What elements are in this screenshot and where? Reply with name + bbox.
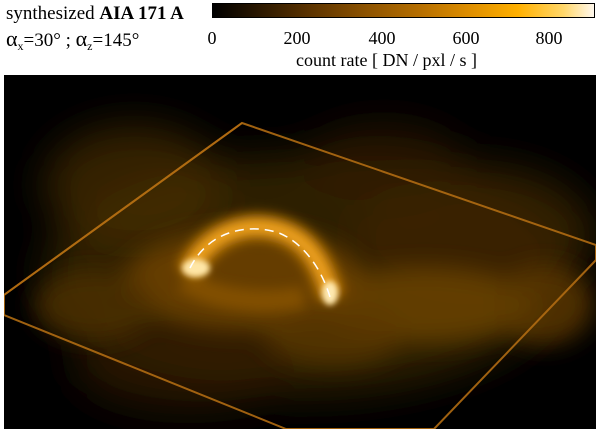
colorbar-tick-0: 0 — [207, 28, 217, 48]
alpha-symbol-z: α — [75, 26, 88, 51]
emission-rendering — [4, 75, 596, 429]
figure-title: synthesized AIA 171 A αx=30° ; αz=145° — [6, 2, 184, 59]
colorbar-tick-200: 200 — [283, 28, 311, 48]
title-prefix: synthesized — [6, 3, 95, 24]
alpha-symbol-x: α — [6, 26, 18, 51]
colorbar-tick-600: 600 — [452, 28, 480, 48]
loop-trace-dashed — [189, 228, 331, 298]
colorbar-tick-400: 400 — [368, 28, 396, 48]
box-edge — [4, 122, 243, 296]
alpha-x-subscript: x — [17, 39, 24, 53]
alpha-z-value: =145° — [92, 30, 140, 51]
colorbar-tick-800: 800 — [535, 28, 563, 48]
title-line-instrument: synthesized AIA 171 A — [6, 2, 184, 26]
alpha-z-subscript: z — [87, 39, 93, 53]
loop-footpoints — [182, 259, 338, 305]
colorbar-legend: 0 200 400 600 800 count rate [ DN / pxl … — [208, 0, 596, 70]
colorbar-gradient — [212, 3, 595, 18]
synthesized-image — [4, 75, 596, 429]
colorbar-label: count rate [ DN / pxl / s ] — [296, 50, 477, 70]
title-instrument: AIA 171 A — [99, 3, 184, 24]
title-line-angles: αx=30° ; αz=145° — [6, 26, 184, 59]
alpha-x-value: =30° ; — [23, 30, 71, 51]
